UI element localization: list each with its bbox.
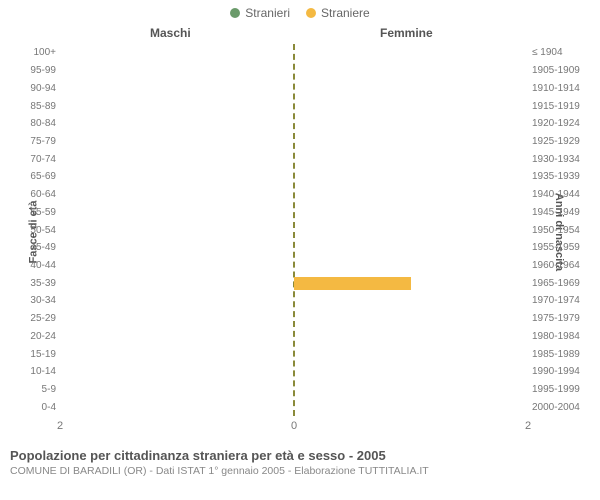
age-row: 60-641940-1944 <box>60 186 528 204</box>
age-row: 40-441960-1964 <box>60 257 528 275</box>
birth-year-tick: 1955-1959 <box>532 242 590 253</box>
age-tick: 60-64 <box>14 189 56 200</box>
bar-female <box>294 277 411 290</box>
birth-year-tick: 1940-1944 <box>532 189 590 200</box>
birth-year-tick: 1980-1984 <box>532 331 590 342</box>
x-axis: 2 0 2 <box>60 420 528 434</box>
age-tick: 30-34 <box>14 295 56 306</box>
legend-dot-female <box>306 8 316 18</box>
age-tick: 5-9 <box>14 384 56 395</box>
age-tick: 15-19 <box>14 349 56 360</box>
age-row: 25-291975-1979 <box>60 310 528 328</box>
birth-year-tick: 1945-1949 <box>532 207 590 218</box>
column-header-male: Maschi <box>150 26 191 40</box>
birth-year-tick: 1910-1914 <box>532 83 590 94</box>
age-tick: 70-74 <box>14 154 56 165</box>
age-tick: 10-14 <box>14 366 56 377</box>
birth-year-tick: 1975-1979 <box>532 313 590 324</box>
birth-year-tick: 1970-1974 <box>532 295 590 306</box>
legend-label-female: Straniere <box>321 6 370 20</box>
age-row: 30-341970-1974 <box>60 292 528 310</box>
age-tick: 80-84 <box>14 118 56 129</box>
age-row: 35-391965-1969 <box>60 274 528 292</box>
age-tick: 55-59 <box>14 207 56 218</box>
age-tick: 95-99 <box>14 65 56 76</box>
birth-year-tick: 1925-1929 <box>532 136 590 147</box>
age-tick: 90-94 <box>14 83 56 94</box>
age-row: 5-91995-1999 <box>60 381 528 399</box>
birth-year-tick: 1920-1924 <box>532 118 590 129</box>
plot-area: 100+≤ 190495-991905-190990-941910-191485… <box>60 44 528 416</box>
age-tick: 45-49 <box>14 242 56 253</box>
birth-year-tick: 1915-1919 <box>532 101 590 112</box>
legend-dot-male <box>230 8 240 18</box>
age-tick: 0-4 <box>14 402 56 413</box>
birth-year-tick: 2000-2004 <box>532 402 590 413</box>
age-tick: 75-79 <box>14 136 56 147</box>
age-tick: 65-69 <box>14 171 56 182</box>
age-row: 90-941910-1914 <box>60 79 528 97</box>
age-row: 20-241980-1984 <box>60 328 528 346</box>
rows-container: 100+≤ 190495-991905-190990-941910-191485… <box>60 44 528 416</box>
footer: Popolazione per cittadinanza straniera p… <box>0 442 600 477</box>
age-row: 95-991905-1909 <box>60 62 528 80</box>
birth-year-tick: 1965-1969 <box>532 278 590 289</box>
footer-title: Popolazione per cittadinanza straniera p… <box>10 448 590 463</box>
age-row: 15-191985-1989 <box>60 345 528 363</box>
x-tick: 2 <box>525 420 531 432</box>
age-tick: 100+ <box>14 47 56 58</box>
age-row: 45-491955-1959 <box>60 239 528 257</box>
age-tick: 35-39 <box>14 278 56 289</box>
legend-item-female: Straniere <box>306 6 370 20</box>
age-row: 80-841920-1924 <box>60 115 528 133</box>
age-tick: 85-89 <box>14 101 56 112</box>
age-row: 55-591945-1949 <box>60 203 528 221</box>
x-tick: 2 <box>57 420 63 432</box>
age-row: 75-791925-1929 <box>60 133 528 151</box>
footer-subtitle: COMUNE DI BARADILI (OR) - Dati ISTAT 1° … <box>10 465 590 477</box>
age-row: 70-741930-1934 <box>60 150 528 168</box>
population-pyramid-chart: Maschi Femmine Fasce di età Anni di nasc… <box>0 22 600 442</box>
birth-year-tick: 1930-1934 <box>532 154 590 165</box>
legend-label-male: Stranieri <box>245 6 290 20</box>
birth-year-tick: ≤ 1904 <box>532 47 590 58</box>
birth-year-tick: 1995-1999 <box>532 384 590 395</box>
age-tick: 20-24 <box>14 331 56 342</box>
legend: Stranieri Straniere <box>0 0 600 22</box>
birth-year-tick: 1935-1939 <box>532 171 590 182</box>
age-row: 0-42000-2004 <box>60 398 528 416</box>
x-tick: 0 <box>291 420 297 432</box>
birth-year-tick: 1985-1989 <box>532 349 590 360</box>
age-tick: 50-54 <box>14 225 56 236</box>
age-tick: 25-29 <box>14 313 56 324</box>
age-row: 100+≤ 1904 <box>60 44 528 62</box>
age-tick: 40-44 <box>14 260 56 271</box>
legend-item-male: Stranieri <box>230 6 290 20</box>
age-row: 65-691935-1939 <box>60 168 528 186</box>
age-row: 10-141990-1994 <box>60 363 528 381</box>
birth-year-tick: 1960-1964 <box>532 260 590 271</box>
birth-year-tick: 1950-1954 <box>532 225 590 236</box>
birth-year-tick: 1990-1994 <box>532 366 590 377</box>
age-row: 85-891915-1919 <box>60 97 528 115</box>
birth-year-tick: 1905-1909 <box>532 65 590 76</box>
age-row: 50-541950-1954 <box>60 221 528 239</box>
column-header-female: Femmine <box>380 26 433 40</box>
